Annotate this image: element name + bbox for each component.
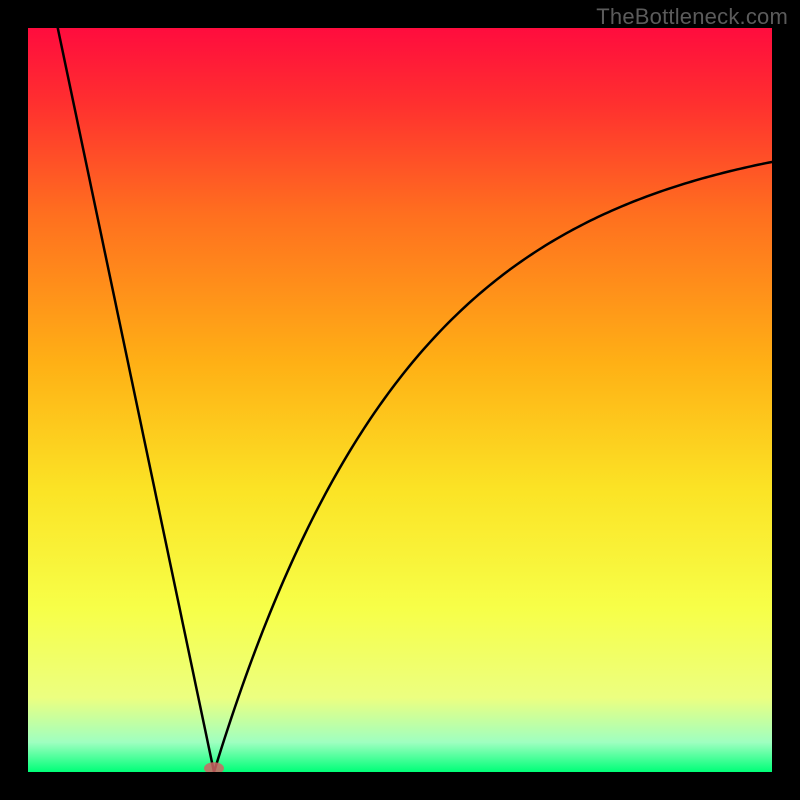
- bottleneck-plot: [28, 28, 772, 772]
- plot-background: [28, 28, 772, 772]
- plot-svg: [28, 28, 772, 772]
- chart-frame: TheBottleneck.com: [0, 0, 800, 800]
- watermark-text: TheBottleneck.com: [596, 4, 788, 30]
